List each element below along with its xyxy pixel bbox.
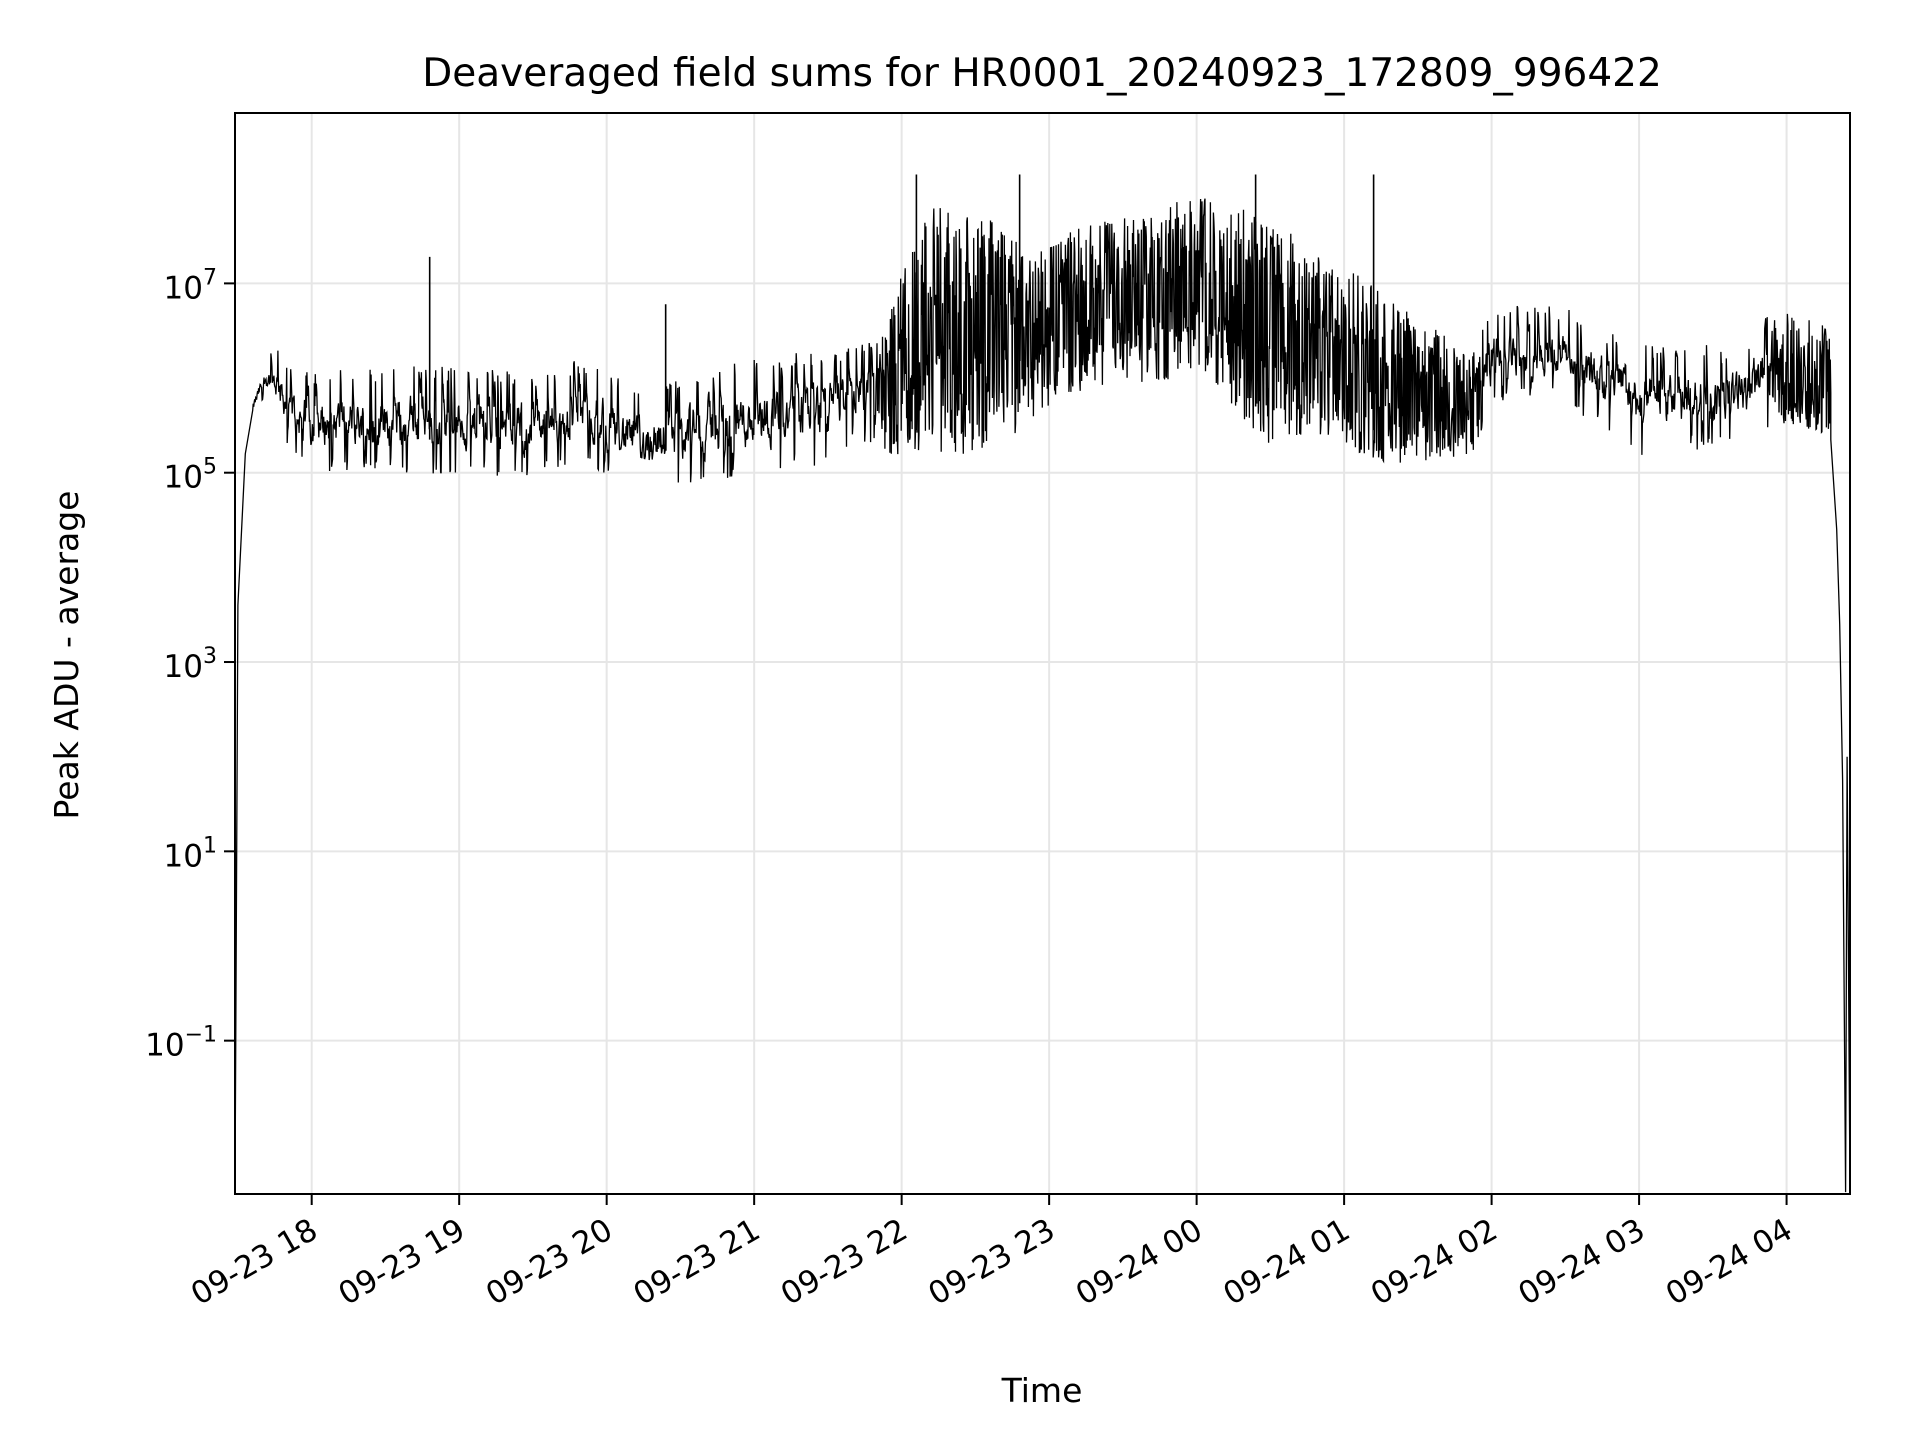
y-tick-label: 105 — [164, 455, 217, 496]
plot-frame — [234, 112, 1851, 1195]
x-axis-label: Time — [1001, 1371, 1083, 1410]
chart-title: Deaveraged field sums for HR0001_2024092… — [422, 51, 1662, 96]
y-axis-ticks: 10−1 101 103 105 107 — [145, 265, 235, 1064]
x-tick-label: 09-24 00 — [1070, 1212, 1209, 1313]
x-tick-label: 09-23 19 — [332, 1212, 471, 1313]
x-tick-label: 09-24 01 — [1217, 1212, 1356, 1313]
x-tick-label: 09-23 20 — [480, 1212, 619, 1313]
y-tick-label: 10−1 — [145, 1023, 217, 1064]
x-axis-ticks: 09-23 18 09-23 19 09-23 20 09-23 21 09-23 22… — [185, 1194, 1799, 1313]
x-tick-label: 09-24 04 — [1660, 1212, 1799, 1313]
y-tick-label: 103 — [164, 644, 217, 685]
x-tick-label: 09-23 23 — [922, 1212, 1061, 1313]
x-tick-label: 09-23 22 — [775, 1212, 914, 1313]
y-tick-label: 107 — [164, 265, 217, 306]
x-tick-label: 09-24 02 — [1365, 1212, 1504, 1313]
y-tick-label: 101 — [164, 833, 217, 874]
grid-layer — [235, 113, 1850, 1194]
x-tick-label: 09-24 03 — [1512, 1212, 1651, 1313]
data-line-layer — [234, 174, 1851, 1193]
series-line — [234, 198, 1851, 1193]
y-axis-label: Peak ADU - average — [47, 491, 86, 820]
x-tick-label: 09-23 21 — [627, 1212, 766, 1313]
x-tick-label: 09-23 18 — [185, 1212, 324, 1313]
